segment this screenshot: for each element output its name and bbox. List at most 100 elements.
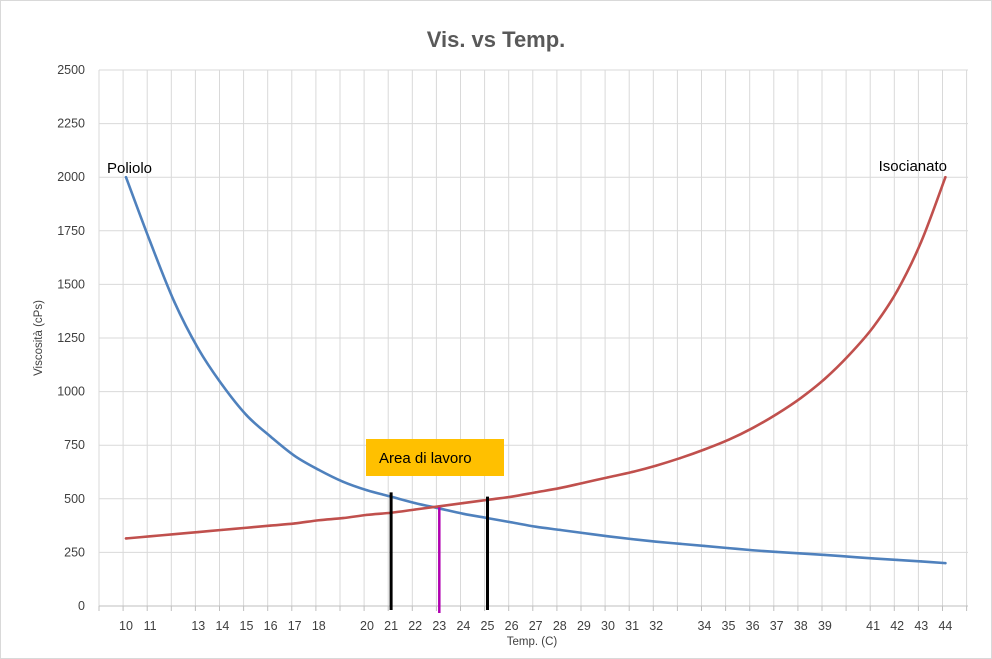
data-point-poliolo bbox=[630, 537, 634, 541]
data-point-isocianato bbox=[823, 377, 827, 380]
data-point-poliolo bbox=[341, 480, 345, 483]
x-tick-label: 28 bbox=[553, 619, 567, 633]
data-point-poliolo bbox=[799, 552, 802, 555]
x-tick-label: 38 bbox=[794, 619, 808, 633]
series-label-poliolo: Poliolo bbox=[107, 160, 152, 177]
data-point-poliolo bbox=[727, 546, 730, 550]
data-point-poliolo bbox=[558, 528, 561, 532]
data-point-poliolo bbox=[221, 383, 224, 387]
x-tick-label: 17 bbox=[288, 619, 302, 633]
x-tick-label: 31 bbox=[625, 619, 639, 633]
data-point-isocianato bbox=[124, 537, 128, 540]
x-tick-label: 42 bbox=[890, 619, 904, 633]
x-tick-label: 20 bbox=[360, 619, 374, 633]
x-tick-label: 44 bbox=[938, 619, 952, 633]
x-tick-label: 21 bbox=[384, 619, 398, 633]
x-tick-label: 36 bbox=[746, 619, 760, 633]
data-point-isocianato bbox=[221, 528, 224, 532]
data-point-isocianato bbox=[197, 530, 200, 534]
x-tick-label: 43 bbox=[914, 619, 928, 633]
data-point-poliolo bbox=[823, 553, 827, 557]
data-point-isocianato bbox=[534, 491, 537, 494]
y-tick-label: 250 bbox=[64, 545, 85, 559]
x-tick-label: 29 bbox=[577, 619, 591, 633]
y-tick-label: 500 bbox=[64, 492, 85, 506]
data-point-poliolo bbox=[847, 555, 851, 558]
y-tick-label: 750 bbox=[64, 438, 85, 452]
data-point-poliolo bbox=[197, 347, 200, 350]
data-point-isocianato bbox=[606, 476, 610, 479]
data-point-isocianato bbox=[245, 526, 248, 529]
data-point-poliolo bbox=[317, 468, 320, 472]
data-point-poliolo bbox=[269, 435, 272, 438]
axes bbox=[98, 605, 968, 611]
x-tick-label: 23 bbox=[432, 619, 446, 633]
y-tick-label: 1750 bbox=[57, 224, 85, 238]
data-point-poliolo bbox=[751, 549, 754, 552]
x-tick-label: 11 bbox=[144, 619, 157, 633]
data-point-isocianato bbox=[148, 535, 152, 538]
data-point-isocianato bbox=[703, 448, 706, 451]
data-point-poliolo bbox=[148, 240, 152, 243]
x-tick-label: 35 bbox=[722, 619, 736, 633]
x-tick-label: 26 bbox=[505, 619, 519, 633]
data-point-poliolo bbox=[414, 501, 417, 505]
series-lines bbox=[124, 175, 947, 565]
data-point-poliolo bbox=[775, 550, 778, 554]
data-point-poliolo bbox=[462, 512, 465, 516]
x-tick-label: 37 bbox=[770, 619, 784, 633]
x-tick-label: 13 bbox=[191, 619, 205, 633]
y-tick-label: 1000 bbox=[57, 385, 85, 399]
x-tick-label: 41 bbox=[866, 619, 880, 633]
data-point-poliolo bbox=[679, 542, 682, 546]
data-point-poliolo bbox=[293, 454, 296, 458]
area-label: Area di lavoro bbox=[379, 450, 472, 467]
data-point-isocianato bbox=[510, 495, 513, 498]
data-point-poliolo bbox=[124, 176, 128, 179]
x-tick-label: 14 bbox=[215, 619, 229, 633]
x-tick-label: 22 bbox=[408, 619, 422, 633]
x-axis-title: Temp. (C) bbox=[507, 636, 558, 648]
data-point-isocianato bbox=[775, 412, 778, 416]
data-point-isocianato bbox=[438, 505, 441, 508]
data-point-poliolo bbox=[534, 525, 537, 528]
x-tick-label: 16 bbox=[264, 619, 278, 633]
x-tick-label: 34 bbox=[697, 619, 711, 633]
annotations bbox=[389, 492, 489, 613]
data-point-isocianato bbox=[799, 396, 802, 400]
data-point-poliolo bbox=[245, 413, 248, 417]
y-tick-label: 1500 bbox=[57, 277, 85, 291]
y-tick-label: 0 bbox=[78, 599, 85, 613]
data-point-poliolo bbox=[365, 489, 369, 492]
x-tick-label: 30 bbox=[601, 619, 615, 633]
data-point-isocianato bbox=[630, 470, 634, 474]
data-point-poliolo bbox=[944, 561, 947, 565]
y-tick-label: 1250 bbox=[57, 331, 85, 345]
data-point-isocianato bbox=[847, 353, 851, 357]
tick-labels: 0 250 500 750 1000 1250 1500 1750 2000 2250 2500 10… bbox=[57, 63, 952, 633]
series-label-isocianato: Isocianato bbox=[879, 158, 947, 175]
data-point-isocianato bbox=[679, 456, 682, 460]
y-tick-label: 2250 bbox=[57, 117, 85, 131]
x-tick-label: 32 bbox=[649, 619, 663, 633]
y-axis-title: Viscosità (cPs) bbox=[33, 300, 45, 376]
data-point-isocianato bbox=[582, 481, 586, 484]
data-point-isocianato bbox=[727, 438, 730, 442]
data-point-poliolo bbox=[920, 560, 923, 563]
x-tick-label: 24 bbox=[456, 619, 470, 633]
x-tick-label: 15 bbox=[240, 619, 254, 633]
data-point-poliolo bbox=[606, 535, 610, 538]
data-point-poliolo bbox=[510, 521, 513, 524]
x-tick-label: 39 bbox=[818, 619, 832, 633]
data-point-isocianato bbox=[558, 486, 561, 490]
data-point-isocianato bbox=[269, 524, 272, 527]
data-point-poliolo bbox=[655, 540, 658, 543]
data-point-isocianato bbox=[293, 522, 296, 525]
chart-title: Vis. vs Temp. bbox=[427, 27, 566, 52]
data-point-isocianato bbox=[751, 426, 754, 430]
data-point-isocianato bbox=[871, 326, 875, 329]
data-point-isocianato bbox=[341, 516, 345, 520]
data-point-poliolo bbox=[582, 531, 586, 535]
data-point-isocianato bbox=[655, 464, 658, 467]
